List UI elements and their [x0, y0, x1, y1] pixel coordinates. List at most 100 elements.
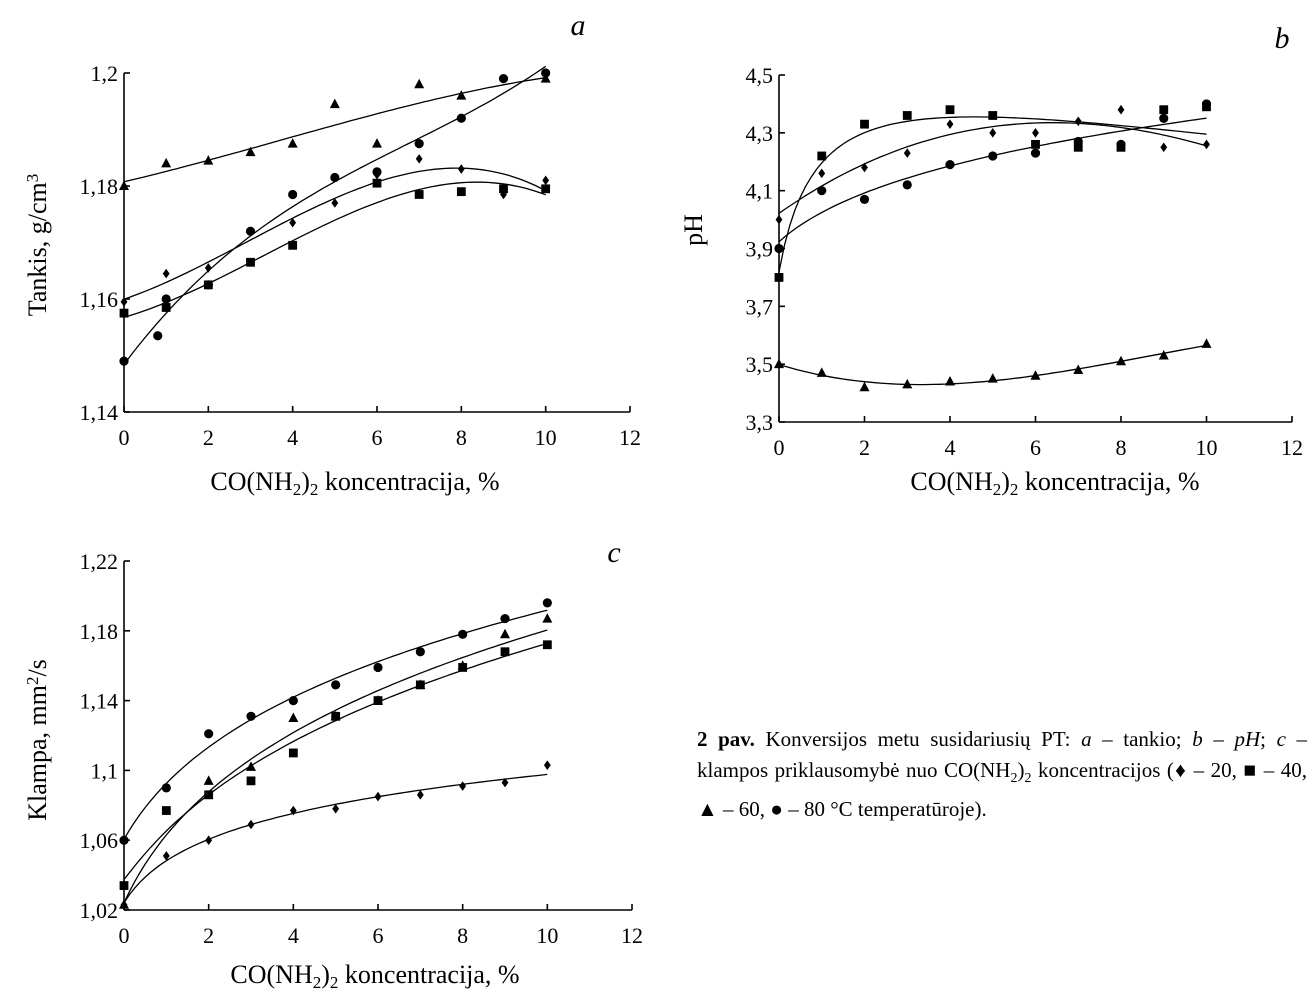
x-tick-label: 10 — [536, 923, 558, 948]
data-point-square — [988, 111, 998, 120]
y-tick-label: 1,22 — [80, 549, 119, 574]
data-point-circle — [456, 113, 466, 123]
caption-sub-1: 2 — [1010, 771, 1018, 787]
caption-text-1: Konversijos metu susidariusių PT: — [754, 727, 1082, 751]
data-point-diamond — [543, 760, 551, 770]
x-tick-label: 8 — [457, 923, 468, 948]
data-point-diamond — [331, 198, 339, 208]
data-point-triangle — [287, 138, 298, 148]
data-point-circle — [1159, 113, 1169, 123]
caption-text-3: – — [1202, 727, 1235, 751]
x-tick-label: 4 — [945, 435, 956, 460]
caption-ph: pH — [1234, 727, 1261, 751]
data-point-triangle — [1158, 349, 1169, 360]
x-tick-label: 0 — [119, 425, 130, 450]
caption-sub-2: 2 — [1024, 771, 1032, 787]
data-point-diamond — [501, 777, 509, 788]
chart-panel-a: 0 2 4 6 8 10 12 1,14 1,16 1,18 1,2 CO(NH2)2 koncent… — [23, 9, 641, 499]
data-point-triangle — [816, 367, 827, 377]
data-point-square — [542, 640, 552, 650]
y-axis-title: Klampa, mm2/s — [23, 659, 52, 821]
x-tick-label: 8 — [1116, 435, 1127, 460]
data-point-diamond — [775, 214, 783, 225]
chart-panel-b: 0 2 4 6 8 10 12 3,3 3,5 3,7 3,9 4,1 4,3 4,5 CO(NH2)2 k… — [679, 22, 1303, 499]
data-point-circle — [1201, 99, 1212, 109]
y-tick-label: 3,9 — [746, 237, 774, 262]
data-point-triangle — [1073, 364, 1084, 374]
data-point-triangle — [540, 73, 551, 83]
y-tick-label: 1,02 — [80, 898, 119, 923]
data-point-diamond — [332, 803, 340, 814]
fit-curve-square — [778, 116, 1207, 273]
data-point-circle — [119, 356, 129, 366]
x-tick-label: 12 — [619, 425, 641, 450]
fit-curve-circle — [123, 65, 547, 365]
caption-a-letter: a — [1081, 727, 1092, 751]
data-point-diamond — [861, 162, 868, 173]
data-point-diamond — [289, 217, 297, 228]
data-point-circle — [902, 180, 912, 190]
data-point-circle — [373, 662, 383, 673]
data-point-circle — [415, 647, 425, 657]
x-tick-label: 4 — [288, 923, 299, 948]
fit-curve-square — [123, 181, 546, 319]
data-point-triangle — [945, 376, 955, 386]
data-point-triangle — [859, 381, 870, 392]
data-point-square — [161, 303, 171, 312]
x-tick-label: 6 — [372, 425, 383, 450]
data-point-diamond — [903, 148, 911, 158]
data-point-circle — [331, 680, 341, 690]
data-point-diamond — [162, 268, 170, 279]
data-point-triangle — [372, 138, 382, 148]
data-point-circle — [288, 696, 298, 706]
data-point-square — [902, 111, 912, 120]
data-point-square — [1159, 105, 1169, 115]
x-tick-label: 0 — [119, 923, 130, 948]
data-point-circle — [161, 294, 171, 304]
y-tick-label: 1,1 — [91, 758, 119, 783]
data-point-triangle — [902, 378, 913, 389]
data-point-circle — [414, 139, 424, 149]
data-point-triangle — [500, 628, 510, 639]
data-point-diamond — [542, 175, 550, 186]
y-axis-title: Tankis, g/cm3 — [23, 174, 52, 316]
data-point-triangle — [329, 98, 340, 109]
data-point-circle — [246, 711, 256, 721]
data-point-square — [204, 790, 214, 800]
caption-text-4: ; — [1260, 727, 1277, 751]
data-point-square — [499, 184, 508, 194]
y-tick-label: 4,1 — [746, 179, 774, 204]
fit-curve-diamond — [123, 773, 548, 904]
caption-label: 2 pav. — [697, 727, 755, 751]
x-tick-label: 10 — [535, 425, 557, 450]
data-point-circle — [204, 729, 214, 739]
y-tick-label: 1,16 — [80, 287, 119, 312]
data-point-circle — [817, 186, 827, 196]
data-point-square — [817, 151, 827, 161]
data-point-triangle — [203, 155, 214, 165]
data-point-triangle — [246, 761, 256, 771]
caption-c-letter: c — [1276, 727, 1286, 751]
data-point-diamond — [818, 168, 826, 179]
data-point-triangle — [987, 373, 998, 383]
data-point-diamond — [500, 189, 507, 200]
data-point-circle — [774, 243, 784, 254]
chart-panel-c: 0 2 4 6 8 10 12 1,02 1,06 1,1 1,14 1,18 1,22 CO(NH2)2… — [23, 536, 643, 990]
data-point-circle — [458, 629, 468, 639]
data-point-circle — [500, 613, 510, 624]
y-tick-label: 3,7 — [746, 294, 774, 319]
data-point-triangle — [774, 358, 784, 369]
data-point-circle — [1116, 139, 1126, 149]
x-tick-label: 0 — [774, 435, 785, 460]
caption-text-7: koncentracijos (♦ – 20, ■ – 40, ▲ – 60, … — [697, 758, 1307, 822]
x-tick-label: 10 — [1196, 435, 1218, 460]
data-point-square — [372, 178, 382, 188]
caption-text-6: ) — [1017, 758, 1025, 782]
y-tick-label: 1,14 — [80, 689, 119, 714]
x-tick-label: 12 — [621, 923, 643, 948]
data-point-diamond — [204, 263, 212, 273]
data-point-circle — [859, 194, 870, 204]
x-tick-label: 6 — [373, 923, 384, 948]
data-point-circle — [1073, 136, 1083, 147]
data-point-triangle — [330, 710, 341, 721]
